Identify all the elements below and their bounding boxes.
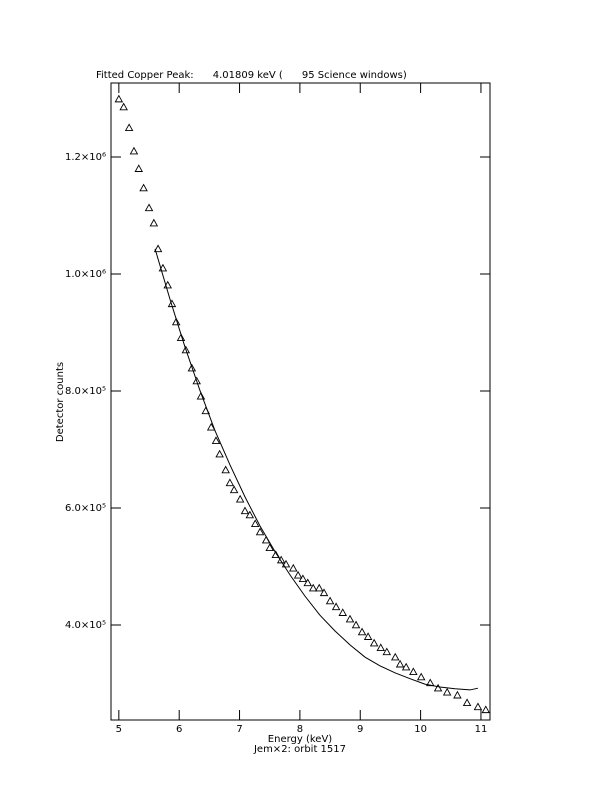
data-point [265, 543, 274, 552]
data-point [192, 376, 201, 385]
data-point [363, 632, 373, 640]
data-point [382, 647, 392, 656]
data-point [462, 698, 472, 707]
data-point [153, 244, 163, 253]
data-point [314, 583, 324, 592]
data-point [276, 555, 286, 564]
fit-line [154, 248, 479, 691]
data-point [473, 702, 483, 711]
x-tick-label: 10 [414, 724, 427, 735]
data-point [376, 643, 386, 652]
data-point [114, 94, 124, 103]
data-point [442, 687, 452, 696]
data-point [390, 652, 400, 661]
y-tick-label: 1.0×10⁶ [65, 269, 106, 280]
data-point [416, 672, 426, 681]
y-tick-label: 1.2×10⁶ [65, 152, 106, 163]
data-point [255, 527, 265, 536]
x-tick-label: 6 [176, 724, 182, 735]
data-point [134, 164, 144, 172]
data-point [119, 102, 128, 111]
data-point [144, 203, 154, 212]
data-point [281, 559, 291, 568]
data-point [235, 494, 245, 503]
data-point [149, 218, 159, 227]
data-point [433, 683, 443, 692]
data-point [303, 578, 313, 587]
data-point [215, 449, 224, 458]
data-point [325, 596, 335, 605]
plot-frame [110, 82, 491, 721]
data-point [288, 563, 298, 572]
data-point [124, 123, 134, 132]
data-point [345, 614, 355, 623]
data-point [250, 519, 260, 528]
x-tick-label: 11 [475, 724, 488, 735]
data-point [206, 422, 216, 431]
data-point [211, 436, 221, 444]
data-point [139, 183, 148, 192]
data-point [245, 510, 255, 519]
data-point [181, 345, 191, 354]
y-tick-label: 6.0×10⁵ [65, 503, 106, 514]
data-point [409, 667, 418, 676]
data-point [298, 574, 308, 583]
data-point [338, 608, 348, 616]
data-point [319, 588, 329, 597]
data-point [453, 690, 462, 699]
subtitle: Jem×2: orbit 1517 [253, 744, 346, 755]
data-point [357, 627, 367, 636]
data-point [481, 705, 491, 714]
data-point [331, 602, 341, 611]
x-axis-label: Energy (keV) [268, 734, 333, 745]
y-axis-label: Detector counts [55, 362, 66, 442]
y-tick-label: 4.0×10⁵ [65, 620, 106, 631]
x-tick-label: 8 [297, 724, 303, 735]
data-point [225, 478, 235, 487]
data-point [196, 391, 206, 400]
data-point [308, 583, 318, 592]
data-point [401, 662, 411, 671]
data-point [271, 550, 281, 559]
y-tick-label: 8.0×10⁵ [65, 386, 106, 397]
data-point [171, 317, 181, 326]
data-point [129, 146, 139, 155]
data-point [176, 333, 186, 342]
data-point [240, 506, 250, 515]
data-point [369, 638, 379, 647]
data-point [351, 620, 361, 629]
data-point [187, 363, 197, 372]
x-tick-label: 7 [236, 724, 242, 735]
data-point [229, 485, 239, 494]
data-point [293, 570, 303, 579]
x-tick-label: 9 [357, 724, 363, 735]
data-point [425, 678, 435, 687]
data-point [221, 465, 230, 474]
x-tick-label: 5 [116, 724, 122, 735]
data-point [395, 659, 405, 668]
chart-title: Fitted Copper Peak: 4.01809 keV ( 95 Sci… [96, 70, 407, 81]
